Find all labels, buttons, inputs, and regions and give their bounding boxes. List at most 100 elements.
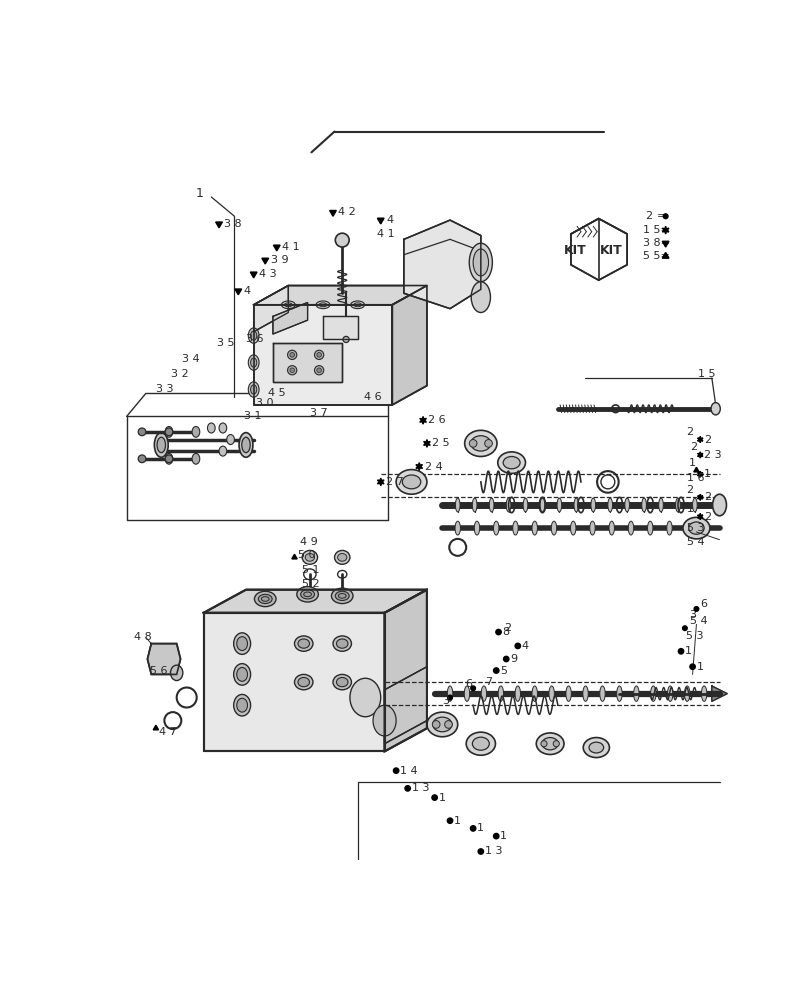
Polygon shape bbox=[272, 302, 307, 334]
Text: 6: 6 bbox=[465, 679, 472, 689]
Circle shape bbox=[138, 428, 146, 436]
Circle shape bbox=[514, 643, 520, 649]
Circle shape bbox=[493, 833, 498, 839]
Text: KIT: KIT bbox=[563, 244, 586, 257]
Circle shape bbox=[470, 826, 475, 831]
Polygon shape bbox=[697, 436, 702, 443]
Polygon shape bbox=[153, 725, 158, 730]
Ellipse shape bbox=[401, 475, 420, 489]
Text: 1: 1 bbox=[438, 793, 445, 803]
Circle shape bbox=[316, 368, 321, 373]
Text: 3 2: 3 2 bbox=[171, 369, 189, 379]
Text: 5 3: 5 3 bbox=[686, 523, 704, 533]
Ellipse shape bbox=[628, 521, 633, 535]
Ellipse shape bbox=[607, 498, 611, 512]
Text: 4 2: 4 2 bbox=[338, 207, 356, 217]
Text: 1: 1 bbox=[500, 831, 506, 841]
Ellipse shape bbox=[470, 282, 490, 312]
Text: 2: 2 bbox=[689, 442, 697, 452]
Polygon shape bbox=[384, 667, 427, 744]
Circle shape bbox=[287, 366, 297, 375]
Text: 4 1: 4 1 bbox=[282, 242, 299, 252]
Circle shape bbox=[405, 786, 410, 791]
Ellipse shape bbox=[666, 521, 672, 535]
Polygon shape bbox=[697, 494, 702, 500]
Text: 3 8=: 3 8= bbox=[642, 238, 669, 248]
Ellipse shape bbox=[251, 358, 256, 367]
Circle shape bbox=[444, 721, 452, 728]
Ellipse shape bbox=[589, 521, 594, 535]
Ellipse shape bbox=[464, 686, 469, 701]
Circle shape bbox=[290, 353, 294, 357]
Ellipse shape bbox=[474, 521, 479, 535]
Text: =: = bbox=[655, 211, 665, 221]
Ellipse shape bbox=[248, 382, 259, 397]
Polygon shape bbox=[253, 286, 288, 332]
Circle shape bbox=[662, 213, 668, 219]
Ellipse shape bbox=[302, 550, 317, 564]
Text: 2: 2 bbox=[703, 512, 710, 522]
Ellipse shape bbox=[335, 591, 349, 600]
Circle shape bbox=[165, 455, 173, 463]
Polygon shape bbox=[403, 220, 480, 309]
Text: 4 8: 4 8 bbox=[134, 632, 152, 642]
Ellipse shape bbox=[432, 717, 452, 732]
Circle shape bbox=[316, 353, 321, 357]
Ellipse shape bbox=[513, 521, 517, 535]
Text: 3 9: 3 9 bbox=[270, 255, 288, 265]
Ellipse shape bbox=[548, 686, 554, 701]
Ellipse shape bbox=[682, 517, 709, 539]
Ellipse shape bbox=[154, 433, 168, 457]
Ellipse shape bbox=[624, 498, 629, 512]
Ellipse shape bbox=[573, 498, 578, 512]
Circle shape bbox=[287, 350, 297, 359]
Ellipse shape bbox=[489, 498, 493, 512]
Ellipse shape bbox=[688, 522, 703, 534]
Polygon shape bbox=[423, 440, 430, 447]
Circle shape bbox=[503, 656, 508, 662]
Text: 3 6: 3 6 bbox=[246, 334, 263, 344]
Ellipse shape bbox=[237, 698, 247, 712]
Circle shape bbox=[693, 607, 698, 611]
Text: 1: 1 bbox=[696, 662, 702, 672]
Circle shape bbox=[469, 440, 476, 447]
Text: 4 5: 4 5 bbox=[267, 388, 285, 398]
Polygon shape bbox=[329, 210, 336, 216]
Text: 1: 1 bbox=[684, 646, 691, 656]
Text: 1: 1 bbox=[688, 458, 695, 468]
Ellipse shape bbox=[258, 594, 272, 604]
Ellipse shape bbox=[219, 446, 226, 456]
Ellipse shape bbox=[514, 686, 520, 701]
Ellipse shape bbox=[234, 633, 251, 654]
Ellipse shape bbox=[334, 550, 350, 564]
Text: KIT: KIT bbox=[599, 244, 622, 257]
Text: 1: 1 bbox=[476, 823, 483, 833]
Ellipse shape bbox=[565, 686, 571, 701]
Ellipse shape bbox=[157, 437, 165, 453]
Circle shape bbox=[447, 818, 453, 823]
Text: 1 3: 1 3 bbox=[484, 846, 501, 856]
Circle shape bbox=[677, 649, 683, 654]
Ellipse shape bbox=[481, 686, 486, 701]
Text: 4 1: 4 1 bbox=[376, 229, 394, 239]
Ellipse shape bbox=[667, 686, 672, 701]
Text: 4 9: 4 9 bbox=[299, 537, 317, 547]
Ellipse shape bbox=[333, 636, 351, 651]
Ellipse shape bbox=[333, 674, 351, 690]
Circle shape bbox=[314, 350, 324, 359]
Text: 1: 1 bbox=[703, 469, 710, 479]
Text: 2: 2 bbox=[685, 485, 693, 495]
Ellipse shape bbox=[522, 498, 527, 512]
Ellipse shape bbox=[427, 712, 457, 737]
Ellipse shape bbox=[590, 498, 594, 512]
Circle shape bbox=[431, 721, 440, 728]
Ellipse shape bbox=[298, 639, 309, 648]
Polygon shape bbox=[697, 513, 702, 520]
Ellipse shape bbox=[350, 678, 380, 717]
Polygon shape bbox=[273, 245, 280, 251]
Text: 4: 4 bbox=[243, 286, 251, 296]
Ellipse shape bbox=[297, 587, 318, 602]
Ellipse shape bbox=[497, 686, 503, 701]
Text: 5 4: 5 4 bbox=[689, 615, 707, 626]
Text: 4: 4 bbox=[521, 641, 528, 651]
